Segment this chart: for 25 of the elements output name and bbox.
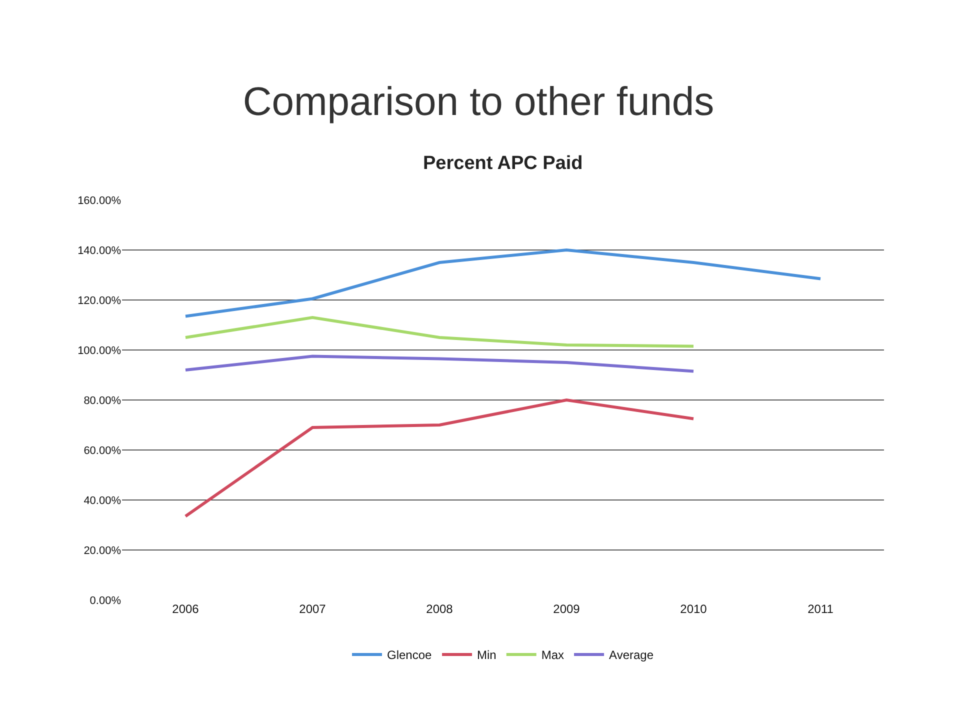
y-tick-label: 120.00% [78,294,122,307]
line-series [184,248,822,318]
legend-label: Min [477,648,496,662]
y-tick-label: 100.00% [78,344,122,357]
legend-label: Average [609,648,654,662]
y-tick-label: 60.00% [84,444,122,457]
y-tick-label: 0.00% [90,594,122,607]
legend-label: Glencoe [387,648,432,662]
x-tick-label: 2010 [680,602,708,616]
chart-title: Comparison to other funds [242,80,714,124]
x-tick-label: 2006 [172,602,200,616]
x-tick-label: 2007 [299,602,326,616]
y-tick-label: 80.00% [84,394,122,407]
y-tick-label: 140.00% [78,244,122,257]
line-series [184,354,695,373]
y-tick-label: 40.00% [84,494,122,507]
y-tick-label: 20.00% [84,544,122,557]
x-tick-label: 2008 [426,602,454,616]
chart-subtitle: Percent APC Paid [423,153,583,174]
line-series [184,398,695,518]
x-tick-label: 2011 [808,602,834,616]
x-tick-label: 2009 [553,602,580,616]
y-tick-label: 160.00% [78,194,122,207]
line-series [184,316,695,348]
legend-label: Max [541,648,564,662]
